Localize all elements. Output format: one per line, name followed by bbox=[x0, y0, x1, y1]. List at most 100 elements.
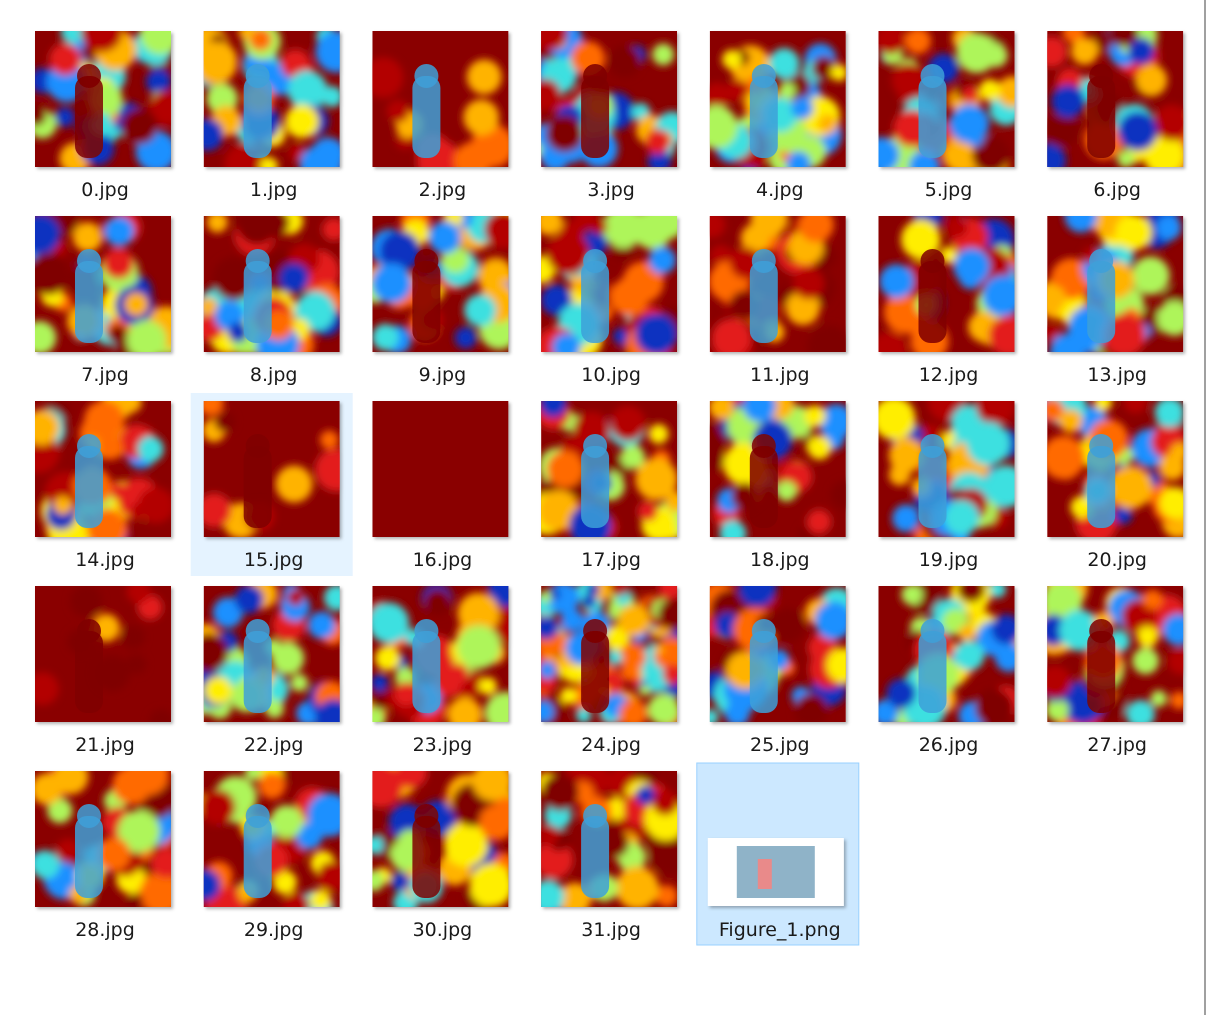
heat-blob bbox=[971, 136, 1010, 167]
heat-blob bbox=[709, 216, 726, 239]
thumbnail bbox=[35, 586, 171, 722]
file-item[interactable]: 10.jpg bbox=[527, 199, 690, 386]
heat-blob bbox=[546, 450, 584, 488]
file-name: 7.jpg bbox=[81, 364, 129, 386]
heat-blob bbox=[126, 586, 151, 604]
heat-blob bbox=[709, 423, 726, 454]
file-item[interactable]: 16.jpg bbox=[372, 401, 509, 571]
heat-blob bbox=[287, 589, 304, 606]
file-item[interactable]: 3.jpg bbox=[527, 12, 688, 201]
heat-blob bbox=[879, 264, 914, 299]
heat-blob bbox=[1132, 647, 1160, 675]
file-item[interactable]: 17.jpg bbox=[526, 390, 691, 571]
heat-blob bbox=[1094, 401, 1113, 412]
cat-silhouette bbox=[749, 446, 778, 528]
heat-blob bbox=[238, 31, 255, 40]
heat-blob bbox=[1059, 409, 1083, 433]
file-item[interactable]: 28.jpg bbox=[29, 752, 183, 941]
heat-blob bbox=[108, 325, 128, 345]
thumbnail bbox=[35, 31, 171, 167]
heat-blob bbox=[234, 586, 264, 614]
heat-blob bbox=[35, 850, 60, 879]
cat-silhouette bbox=[75, 76, 103, 158]
cat-head bbox=[920, 434, 945, 458]
file-item[interactable]: 27.jpg bbox=[1032, 566, 1194, 756]
file-item[interactable]: 29.jpg bbox=[188, 761, 351, 941]
file-item[interactable]: 30.jpg bbox=[359, 756, 521, 941]
file-item[interactable]: Figure_1.png bbox=[696, 762, 860, 946]
cat-silhouette bbox=[243, 76, 272, 158]
cat-silhouette bbox=[75, 631, 103, 713]
heat-blob bbox=[541, 284, 573, 316]
file-name: 16.jpg bbox=[413, 549, 473, 571]
cat-silhouette bbox=[749, 76, 778, 158]
heat-blob bbox=[546, 231, 590, 275]
thumbnail-image bbox=[1047, 216, 1184, 352]
thumbnail-image bbox=[35, 771, 171, 907]
file-item[interactable]: 12.jpg bbox=[871, 201, 1029, 386]
heat-blob bbox=[103, 248, 134, 279]
file-item[interactable]: 22.jpg bbox=[184, 578, 352, 756]
heat-blob bbox=[710, 244, 732, 267]
heat-blob bbox=[83, 401, 125, 441]
thumbnail-image bbox=[372, 586, 509, 722]
heat-blob bbox=[236, 216, 278, 245]
file-item[interactable]: 11.jpg bbox=[698, 199, 850, 386]
heat-blob bbox=[607, 650, 623, 665]
heat-blob bbox=[541, 661, 556, 679]
heat-blob bbox=[978, 79, 1001, 102]
file-item[interactable]: 0.jpg bbox=[24, 11, 184, 201]
file-item[interactable]: 4.jpg bbox=[694, 31, 847, 201]
file-item[interactable]: 31.jpg bbox=[527, 757, 692, 941]
file-item[interactable]: 8.jpg bbox=[195, 204, 345, 386]
file-item[interactable]: 7.jpg bbox=[20, 204, 187, 386]
heat-blob bbox=[886, 678, 916, 709]
heat-blob bbox=[120, 401, 142, 413]
heat-blob bbox=[203, 297, 218, 316]
file-name: 3.jpg bbox=[587, 179, 635, 201]
thumbnail-image bbox=[372, 31, 509, 167]
file-name: 15.jpg bbox=[244, 549, 304, 571]
cat-head bbox=[245, 434, 270, 458]
thumbnail bbox=[1047, 31, 1184, 167]
file-name: 18.jpg bbox=[750, 549, 810, 571]
heat-blob bbox=[447, 663, 469, 685]
heat-blob bbox=[904, 31, 932, 55]
file-item[interactable]: 23.jpg bbox=[360, 569, 527, 756]
file-item[interactable]: 9.jpg bbox=[363, 205, 525, 386]
thumbnail bbox=[372, 586, 509, 722]
heat-blobs bbox=[203, 771, 340, 907]
heat-blob bbox=[1051, 84, 1085, 118]
heat-blob bbox=[322, 218, 340, 241]
file-name: 23.jpg bbox=[413, 734, 473, 756]
file-item[interactable]: 1.jpg bbox=[187, 22, 357, 201]
file-item[interactable]: 5.jpg bbox=[863, 24, 1028, 201]
thumbnail-image bbox=[757, 859, 772, 889]
file-item[interactable]: 15.jpg bbox=[190, 390, 358, 576]
cat-head bbox=[583, 434, 608, 458]
heat-blob bbox=[288, 143, 306, 161]
heat-blob bbox=[151, 848, 171, 878]
file-item[interactable]: 2.jpg bbox=[363, 31, 515, 201]
file-item[interactable]: 26.jpg bbox=[872, 573, 1031, 756]
file-item[interactable]: 24.jpg bbox=[529, 572, 689, 756]
heat-blob bbox=[975, 401, 1015, 426]
thumbnail-image bbox=[1047, 401, 1184, 537]
file-item[interactable]: 14.jpg bbox=[18, 386, 174, 571]
heat-blob bbox=[794, 693, 828, 722]
file-item[interactable]: 19.jpg bbox=[872, 383, 1027, 571]
file-item[interactable]: 25.jpg bbox=[696, 569, 862, 756]
file-item[interactable]: 6.jpg bbox=[1031, 14, 1200, 201]
heat-blob bbox=[541, 79, 561, 111]
cat-head bbox=[920, 619, 945, 643]
heat-blob bbox=[750, 216, 789, 237]
file-item[interactable]: 13.jpg bbox=[1037, 197, 1192, 386]
file-name: 19.jpg bbox=[919, 549, 979, 571]
thumbnail-image bbox=[1047, 31, 1184, 167]
thumbnail bbox=[203, 216, 340, 352]
file-item[interactable]: 18.jpg bbox=[695, 388, 859, 571]
file-item[interactable]: 21.jpg bbox=[26, 579, 174, 756]
file-item[interactable]: 20.jpg bbox=[1032, 386, 1194, 571]
heat-blob bbox=[618, 643, 647, 671]
cat-silhouette bbox=[918, 631, 947, 713]
